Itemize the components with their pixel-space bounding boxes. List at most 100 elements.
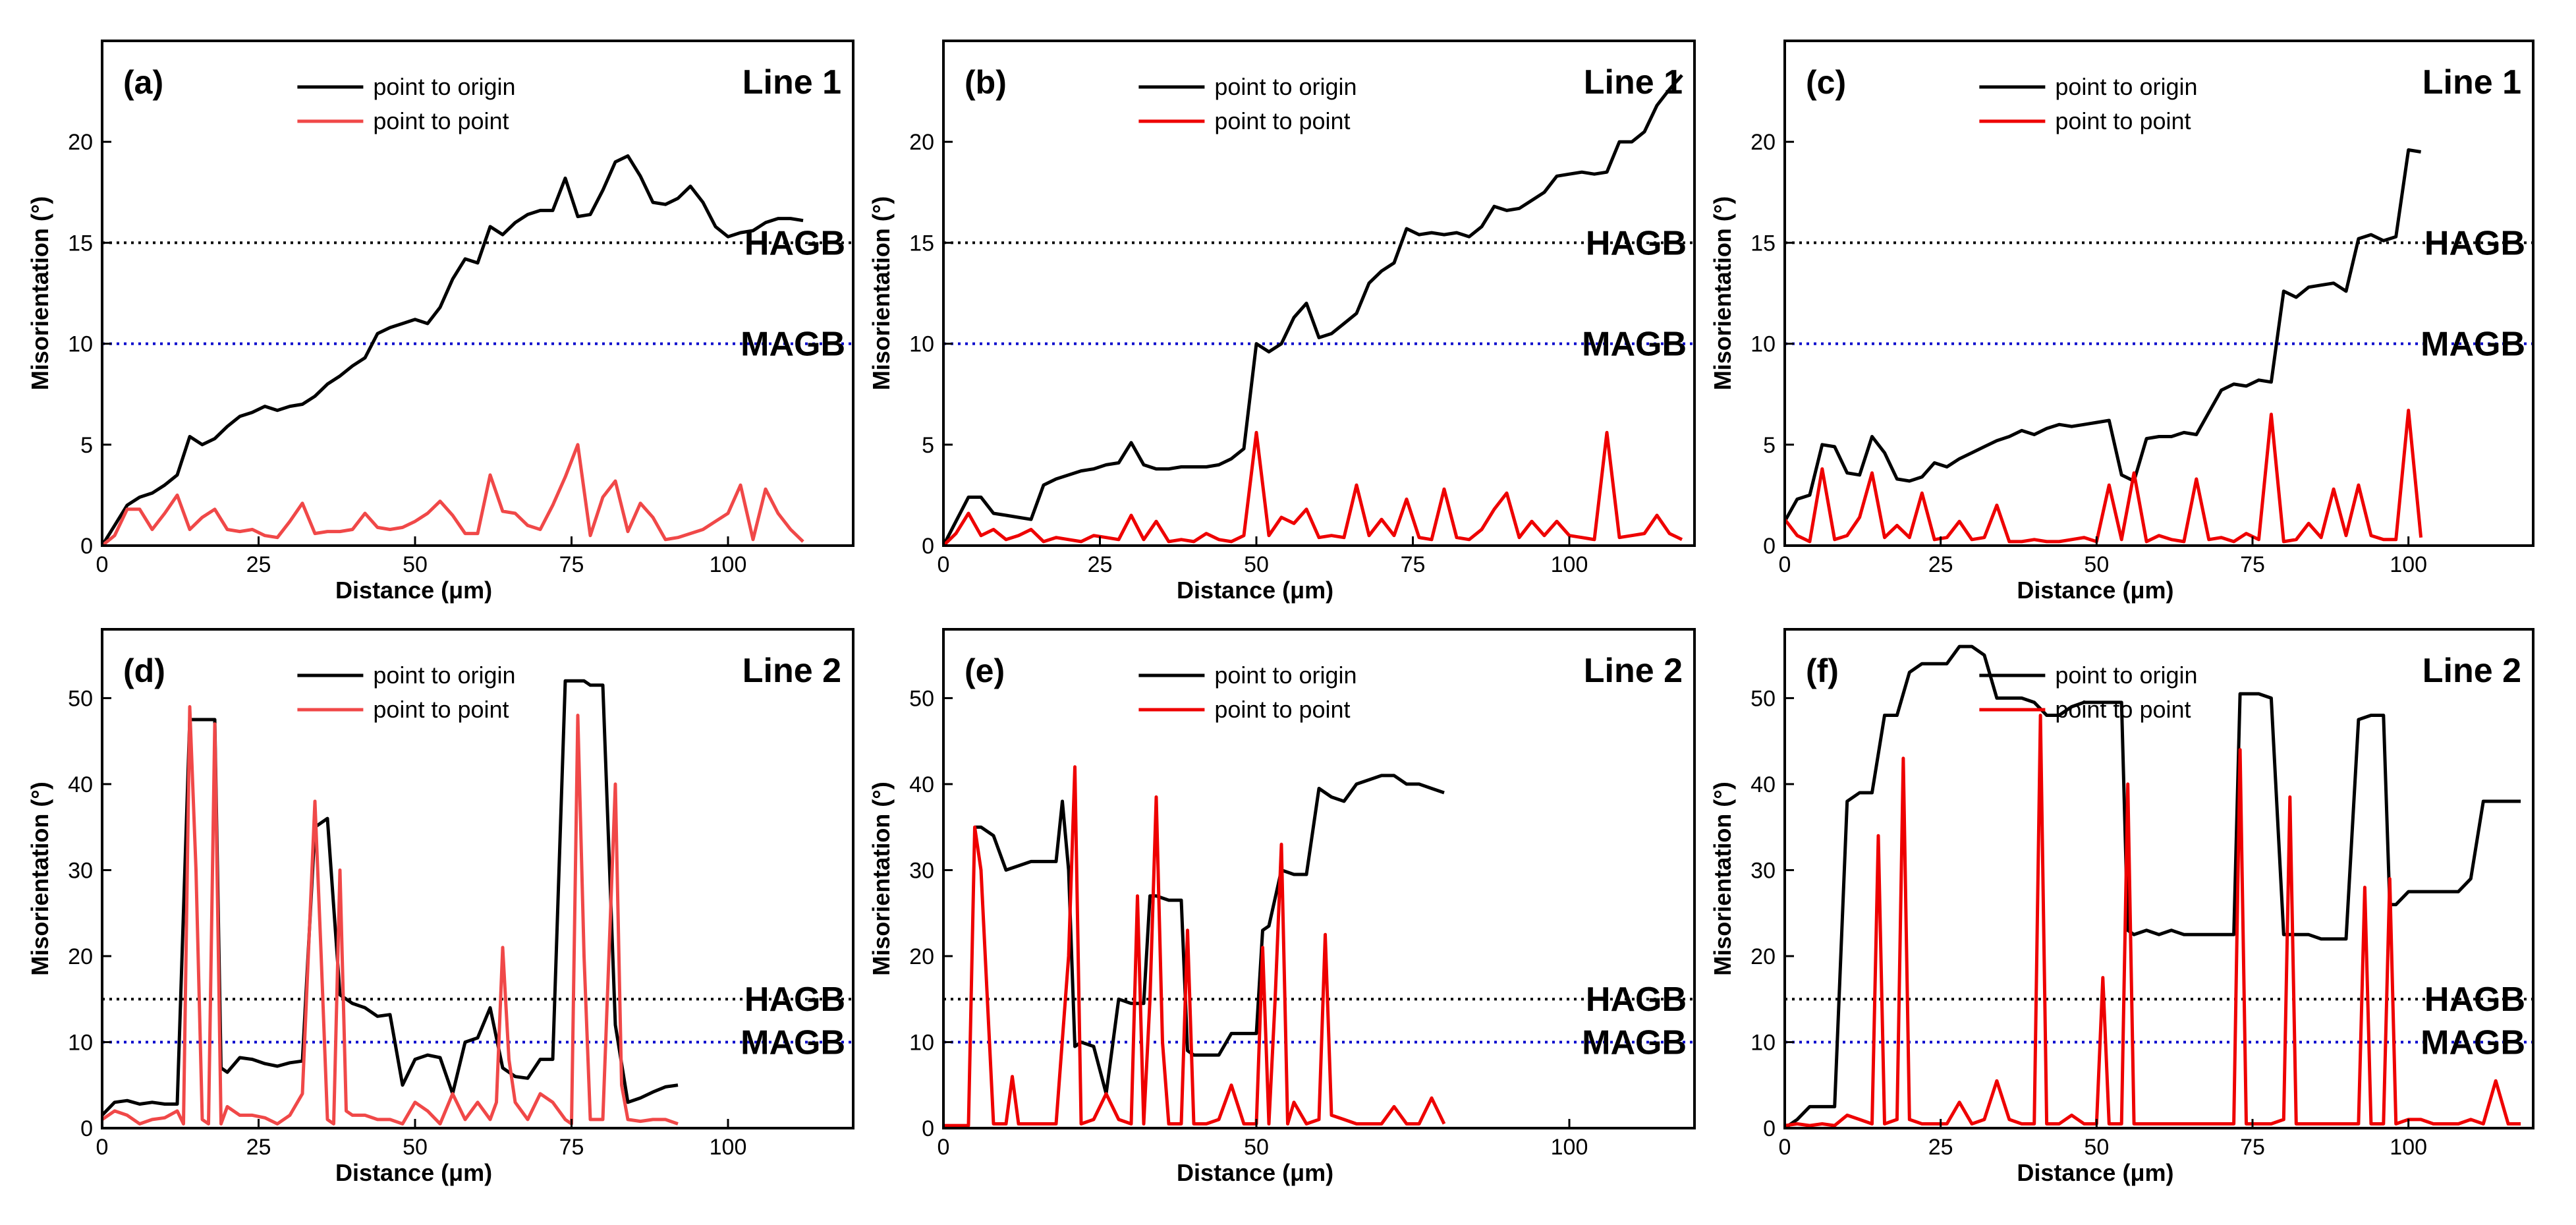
- panel-e-legend-label-point-to-point: point to point: [1214, 696, 1350, 723]
- panel-c: HAGB MAGB 0 25 50 75 100 0 5 10 15 20 Distance (μm) M…: [1709, 40, 2534, 604]
- panel-a-ylabel: Misorientation (°): [26, 196, 53, 390]
- panel-c-axis-frame: [1783, 40, 2534, 547]
- panel-e-ytick-label: 30: [909, 858, 934, 883]
- panel-a-magb-label: MAGB: [741, 326, 845, 364]
- panel-a-xtick-label: 50: [403, 552, 428, 577]
- panel-d-series: [102, 679, 679, 1125]
- panel-d-xtick-label: 100: [710, 1135, 747, 1160]
- panel-f-series: [1785, 644, 2521, 1128]
- panel-f-ytick-label: 40: [1750, 772, 1776, 797]
- panel-a-ytick-label: 5: [80, 433, 93, 458]
- panel-b-magb-label: MAGB: [1582, 326, 1687, 364]
- panel-d-series-point-to-origin: [102, 679, 679, 1117]
- panel-f-ytick-label: 0: [1763, 1116, 1776, 1141]
- panel-d-axis-frame: [101, 628, 854, 1129]
- panel-b-xlabel: Distance (μm): [1177, 577, 1333, 604]
- panel-b-xtick-label: 100: [1551, 552, 1588, 577]
- panel-c-ytick-label: 15: [1750, 231, 1776, 256]
- panel-f-ytick-label: 20: [1750, 944, 1776, 969]
- panel-e-letter: (e): [965, 652, 1005, 689]
- panel-a-xtick-label: 25: [246, 552, 271, 577]
- panel-a: HAGB MAGB 0 25 50 75 100 0 5 10 15 20 Distance (μm) M…: [26, 40, 854, 604]
- panel-a-legend-label-point-to-point: point to point: [373, 107, 509, 134]
- panel-e-ytick-label: 20: [909, 944, 934, 969]
- panel-e-series-point-to-point: [943, 765, 1446, 1127]
- panel-b-ytick-label: 20: [909, 130, 934, 155]
- panel-a-line-label: Line 1: [742, 63, 841, 101]
- panel-a-xtick-label: 100: [710, 552, 747, 577]
- panel-b: HAGB MAGB 0 25 50 75 100 0 5 10 15 20 Distance (μm) M…: [868, 40, 1696, 604]
- panel-b-line-label: Line 1: [1584, 63, 1683, 101]
- panel-d-legend-label-point-to-point: point to point: [373, 696, 509, 723]
- panel-d-letter: (d): [123, 652, 165, 689]
- panel-f-ytick-label: 10: [1750, 1030, 1776, 1055]
- panel-a-ytick-label: 0: [80, 534, 93, 559]
- panel-e-ytick-label: 10: [909, 1030, 934, 1055]
- panel-d-series-point-to-point: [102, 705, 679, 1125]
- panel-f-xtick-label: 25: [1928, 1135, 1953, 1160]
- panel-c-ytick-label: 10: [1750, 332, 1776, 357]
- panel-e-xtick-label: 0: [938, 1135, 950, 1160]
- panel-e-magb-label: MAGB: [1582, 1023, 1687, 1062]
- panel-a-xlabel: Distance (μm): [335, 577, 492, 604]
- panel-b-series-point-to-origin: [943, 74, 1683, 546]
- panel-e-xtick-label: 100: [1551, 1135, 1588, 1160]
- panel-f-line-label: Line 2: [2422, 652, 2521, 690]
- panel-d-ytick-label: 0: [80, 1116, 93, 1141]
- panel-d-xtick-label: 0: [96, 1135, 109, 1160]
- panel-b-ytick-label: 15: [909, 231, 934, 256]
- panel-d-magb-label: MAGB: [741, 1023, 845, 1062]
- panel-e-axis-frame: [942, 628, 1696, 1129]
- panel-f-legend-label-point-to-point: point to point: [2055, 696, 2191, 723]
- panel-f-series-point-to-point: [1785, 714, 2521, 1127]
- panel-c-legend-label-point-to-point: point to point: [2055, 107, 2191, 134]
- panel-c-xtick-label: 75: [2240, 552, 2265, 577]
- panel-f-letter: (f): [1806, 652, 1839, 689]
- panel-b-legend-label-point-to-origin: point to origin: [1214, 73, 1357, 100]
- panel-b-xtick-label: 50: [1244, 552, 1269, 577]
- panel-c-ytick-label: 5: [1763, 433, 1776, 458]
- panel-d-xlabel: Distance (μm): [335, 1159, 492, 1186]
- panel-f-legend-label-point-to-origin: point to origin: [2055, 662, 2197, 689]
- panel-d-ylabel: Misorientation (°): [26, 782, 53, 975]
- panel-e-ytick-label: 0: [922, 1116, 934, 1141]
- panel-b-ytick-label: 0: [922, 534, 934, 559]
- panel-e-ylabel: Misorientation (°): [868, 782, 895, 975]
- panel-d-ytick-label: 10: [68, 1030, 93, 1055]
- panel-e-line-label: Line 2: [1584, 652, 1683, 690]
- panel-b-hagb-label: HAGB: [1586, 224, 1687, 262]
- panel-d-line-label: Line 2: [742, 652, 841, 690]
- panel-d-xtick-label: 75: [559, 1135, 584, 1160]
- panel-a-hagb-label: HAGB: [744, 224, 845, 262]
- panel-a-ytick-label: 10: [68, 332, 93, 357]
- panel-c-xtick-label: 25: [1928, 552, 1953, 577]
- panel-c-series-point-to-origin: [1785, 148, 2421, 523]
- panel-f-ytick-label: 30: [1750, 858, 1776, 883]
- panel-d-ytick-label: 50: [68, 686, 93, 711]
- panel-d-ytick-label: 30: [68, 858, 93, 883]
- panel-a-ytick-label: 20: [68, 130, 93, 155]
- panel-b-ytick-label: 10: [909, 332, 934, 357]
- panel-c-xtick-label: 0: [1779, 552, 1791, 577]
- panel-e-hagb-label: HAGB: [1586, 981, 1687, 1019]
- panel-f-xtick-label: 50: [2084, 1135, 2109, 1160]
- panel-a-ytick-label: 15: [68, 231, 93, 256]
- panel-e-legend-label-point-to-origin: point to origin: [1214, 662, 1357, 689]
- panel-a-xtick-label: 75: [559, 552, 584, 577]
- panel-d-xtick-label: 25: [246, 1135, 271, 1160]
- panel-b-ylabel: Misorientation (°): [868, 196, 895, 390]
- panel-c-ylabel: Misorientation (°): [1709, 196, 1736, 390]
- panel-d-hagb-label: HAGB: [744, 981, 845, 1019]
- panel-f-axis-frame: [1783, 628, 2534, 1129]
- panel-d-xtick-label: 50: [403, 1135, 428, 1160]
- panel-f-series-point-to-origin: [1785, 644, 2521, 1128]
- panel-b-ytick-label: 5: [922, 433, 934, 458]
- panel-b-xtick-label: 0: [938, 552, 950, 577]
- panel-c-ytick-label: 0: [1763, 534, 1776, 559]
- panel-b-series-point-to-point: [943, 430, 1683, 546]
- panel-f-ytick-label: 50: [1750, 686, 1776, 711]
